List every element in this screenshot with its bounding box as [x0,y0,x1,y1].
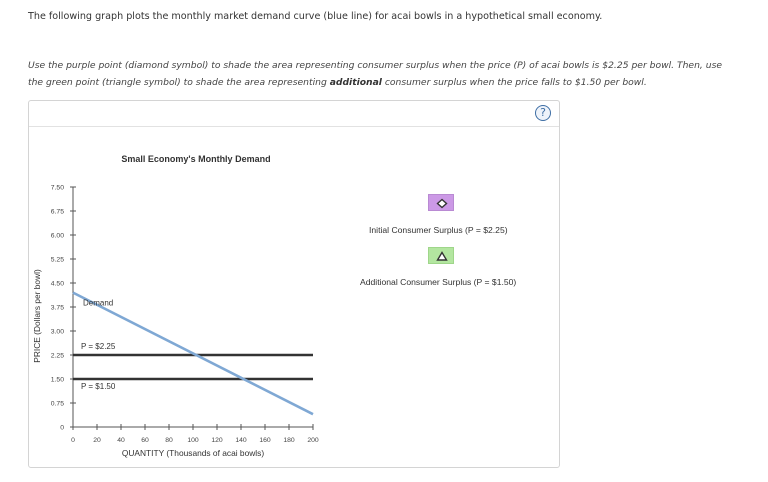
instructions-part1: Use the purple point (diamond symbol) to… [28,60,723,88]
legend-label-additional: Additional Consumer Surplus (P = $1.50) [360,277,517,287]
y-tick-label: 1.50 [51,377,64,384]
x-tick-label: 60 [141,437,149,444]
x-tick-label: 40 [117,437,125,444]
instructions-text: Use the purple point (diamond symbol) to… [28,57,738,91]
intro-text: The following graph plots the monthly ma… [28,11,603,22]
x-tick-label: 140 [235,437,247,444]
x-tick-label: 200 [307,437,319,444]
x-axis-label: QUANTITY (Thousands of acai bowls) [122,448,264,458]
chart-title: Small Economy's Monthly Demand [121,154,270,164]
demand-curve [72,291,314,416]
consumer-surplus-diamond-tool[interactable] [428,194,454,211]
x-tick-label: 120 [211,437,223,444]
triangle-icon [436,251,448,261]
y-tick-label: 2.25 [51,353,64,360]
additional-surplus-triangle-tool[interactable] [428,247,454,264]
x-tick-label: 180 [283,437,295,444]
y-tick-label: 7.50 [51,185,64,192]
panel-divider [29,126,559,127]
price-line-label: P = $1.50 [81,382,116,391]
y-tick-label: 0 [60,425,64,432]
x-tick-label: 20 [93,437,101,444]
y-tick-label: 6.00 [51,233,64,240]
y-tick-label: 3.00 [51,329,64,336]
x-tick-label: 80 [165,437,173,444]
y-tick-label: 4.50 [51,281,64,288]
x-tick-label: 160 [259,437,271,444]
demand-label: Demand [83,299,113,308]
instructions-bold: additional [329,77,382,88]
y-tick-label: 5.25 [51,257,64,264]
y-tick-label: 0.75 [51,401,64,408]
y-tick-label: 6.75 [51,209,64,216]
axes: 0 0.75 1.50 2.25 3.00 3.75 4.50 5.25 6.00 6.75 7.5… [51,185,319,445]
y-axis-label: PRICE (Dollars per bowl) [32,269,42,363]
help-icon[interactable]: ? [535,105,551,121]
x-tick-label: 100 [187,437,199,444]
x-tick-label: 0 [71,437,75,444]
plot-area: P = $2.25 P = $1.50 Demand [72,291,314,416]
y-tick-label: 3.75 [51,305,64,312]
instructions-part2: consumer surplus when the price falls to… [381,77,647,88]
price-line-label: P = $2.25 [81,342,116,351]
diamond-icon [436,198,448,209]
graph-panel [28,100,560,468]
legend-label-initial: Initial Consumer Surplus (P = $2.25) [369,225,508,235]
